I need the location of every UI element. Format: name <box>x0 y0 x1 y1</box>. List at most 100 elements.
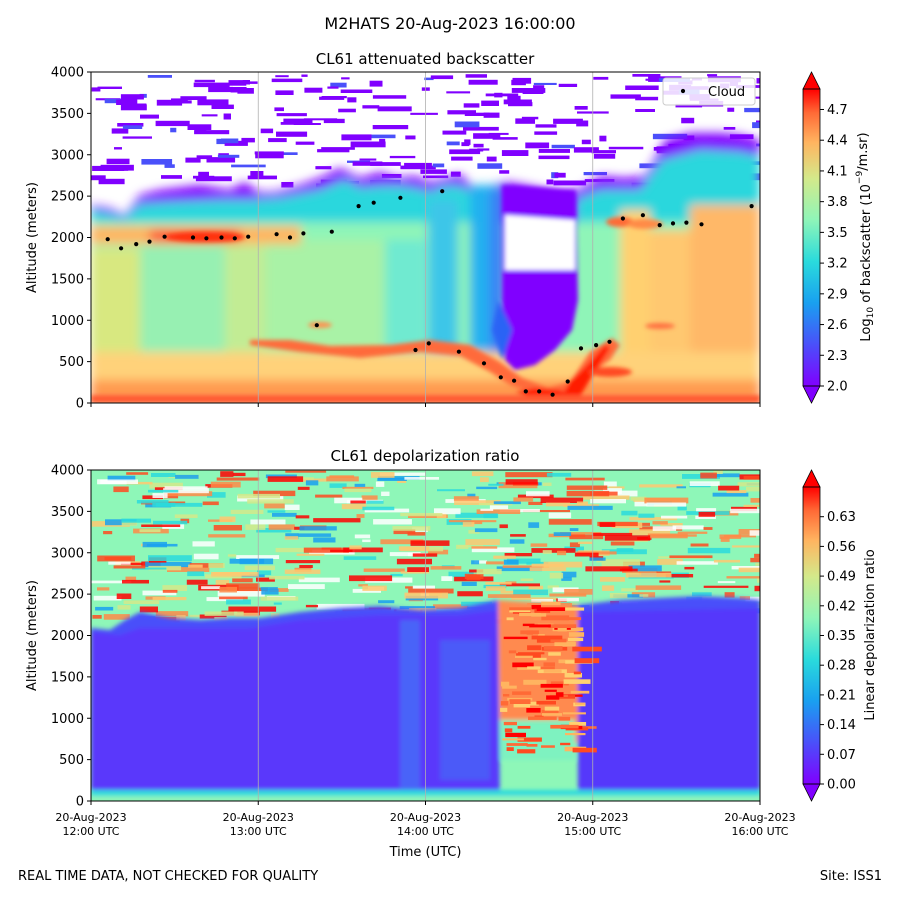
noise-streak <box>464 139 471 145</box>
noise-streak <box>98 178 125 185</box>
column-streak <box>572 747 597 753</box>
noise-streak <box>327 86 339 89</box>
column-streak <box>565 733 586 736</box>
noise-streak <box>599 135 607 142</box>
noise-streak <box>548 519 592 525</box>
noise-streak <box>593 76 609 80</box>
noise-streak <box>341 503 367 510</box>
noise-streak <box>305 604 318 608</box>
noise-streak <box>465 74 487 78</box>
noise-streak <box>480 508 494 511</box>
noise-streak <box>294 526 305 530</box>
noise-streak <box>174 514 198 518</box>
cloud-point <box>134 242 139 247</box>
noise-streak <box>453 496 479 501</box>
noise-streak <box>566 485 608 490</box>
noise-streak <box>239 558 274 565</box>
cloud-point <box>204 236 209 241</box>
noise-streak <box>468 530 480 534</box>
noise-streak <box>486 561 504 565</box>
column-streak <box>554 641 576 646</box>
depol-colorbar-tick-label: 0.56 <box>827 540 856 555</box>
noise-streak <box>485 582 512 585</box>
noise-streak <box>288 584 325 589</box>
noise-streak <box>105 519 137 526</box>
noise-streak <box>381 491 390 496</box>
noise-streak <box>462 522 475 527</box>
noise-streak <box>267 510 286 513</box>
noise-streak <box>393 529 416 535</box>
column-streak <box>531 613 547 617</box>
noise-streak <box>272 512 297 517</box>
column-streak <box>543 646 563 650</box>
noise-streak <box>250 171 264 177</box>
noise-streak <box>323 118 345 124</box>
noise-streak <box>114 147 122 150</box>
noise-streak <box>478 503 513 506</box>
noise-streak <box>634 500 648 507</box>
column-streak <box>558 716 571 721</box>
column-streak <box>500 701 509 706</box>
noise-streak <box>155 611 189 617</box>
column-streak <box>527 645 542 651</box>
noise-streak <box>549 572 564 579</box>
noise-streak <box>280 122 296 125</box>
noise-streak <box>746 486 760 492</box>
noise-streak <box>175 474 199 479</box>
column-streak <box>519 612 541 617</box>
noise-streak <box>377 106 412 112</box>
noise-streak <box>97 86 122 89</box>
noise-streak <box>260 128 274 134</box>
noise-streak <box>276 113 307 117</box>
noise-streak <box>330 549 353 552</box>
noise-streak <box>700 472 717 479</box>
backscatter-colorbar-tick-label: 3.5 <box>827 226 848 241</box>
noise-streak <box>526 491 550 497</box>
noise-streak <box>542 550 552 554</box>
noise-streak <box>358 584 368 587</box>
noise-streak <box>657 559 683 565</box>
noise-streak <box>206 157 236 163</box>
noise-streak <box>591 150 616 154</box>
noise-streak <box>356 514 365 518</box>
noise-streak <box>553 180 587 186</box>
noise-streak <box>350 500 366 504</box>
x-axis-label: Time (UTC) <box>389 845 462 860</box>
noise-streak <box>362 506 395 511</box>
noise-streak <box>677 506 687 511</box>
noise-streak <box>404 162 432 168</box>
noise-streak <box>107 168 129 171</box>
noise-streak <box>549 593 587 597</box>
noise-streak <box>237 495 284 502</box>
noise-streak <box>503 99 532 105</box>
column-streak <box>526 744 538 747</box>
cloud-point <box>105 237 110 242</box>
column-streak <box>568 632 585 637</box>
noise-streak <box>232 472 246 477</box>
noise-streak <box>430 75 454 80</box>
noise-streak <box>104 98 125 104</box>
noise-streak <box>480 477 489 483</box>
noise-streak <box>198 171 209 177</box>
xtick-date-label: 20-Aug-2023 <box>557 811 628 824</box>
noise-streak <box>215 579 230 586</box>
noise-streak <box>361 495 378 502</box>
column-streak <box>509 607 531 611</box>
noise-streak <box>211 104 234 109</box>
noise-streak <box>148 489 179 493</box>
backscatter-colorbar-tick-label: 2.0 <box>827 380 848 395</box>
column-streak <box>502 685 517 689</box>
noise-streak <box>732 545 760 548</box>
noise-streak <box>485 93 519 97</box>
noise-streak <box>718 485 740 491</box>
depol-ytick-label: 3500 <box>51 505 84 520</box>
noise-streak <box>581 139 591 145</box>
noise-streak <box>632 74 661 77</box>
noise-streak <box>454 500 501 505</box>
noise-streak <box>116 99 138 105</box>
noise-streak <box>321 147 355 150</box>
noise-streak <box>535 124 557 128</box>
xtick-time-label: 13:00 UTC <box>230 825 287 838</box>
noise-streak <box>601 562 641 568</box>
noise-streak <box>646 502 687 507</box>
